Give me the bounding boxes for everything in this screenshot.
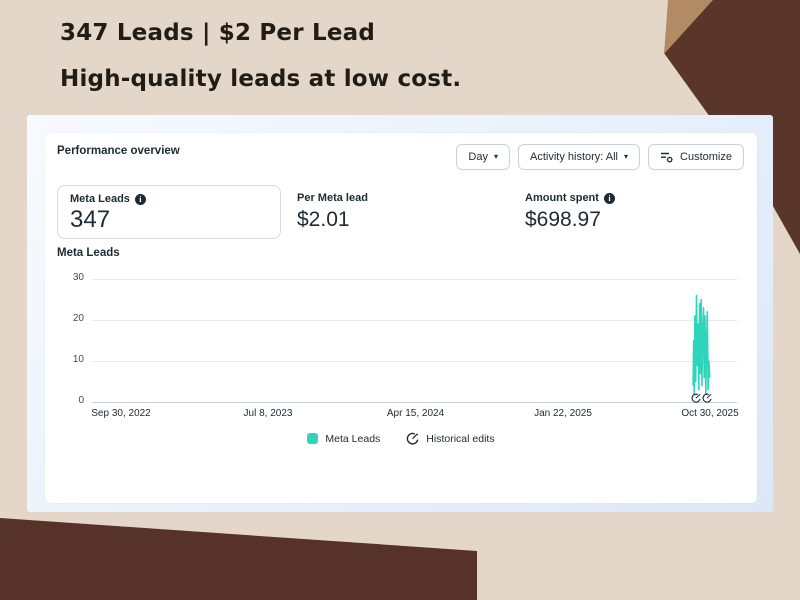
panel-controls: Day ▾ Activity history: All ▾ Customize [456,144,744,170]
legend-item-meta-leads[interactable]: Meta Leads [307,433,380,445]
settings-sliders-icon [661,152,673,163]
metric-meta-leads-value: 347 [70,206,111,233]
legend-meta-leads-label: Meta Leads [325,432,381,445]
x-tick: Sep 30, 2022 [91,408,151,419]
historical-edit-marker-icon[interactable] [691,393,701,403]
metric-meta-leads[interactable]: Meta Leads i 347 [57,185,281,239]
screenshot-frame: Performance overview Day ▾ Activity hist… [27,115,773,512]
y-tick: 30 [72,272,84,283]
x-tick: Apr 15, 2024 [386,408,445,419]
x-tick: Jan 22, 2025 [534,408,592,419]
bottom-left-brown-shape [0,518,477,600]
gridline-10 [92,361,737,362]
activity-history-dropdown[interactable]: Activity history: All ▾ [517,144,641,170]
info-icon[interactable]: i [603,192,615,204]
gridline-20 [92,320,737,321]
customize-button[interactable]: Customize [648,144,744,170]
chart-legend: Meta Leads Historical edits [57,432,745,445]
panel-title: Performance overview [57,145,180,157]
chart-title: Meta Leads [57,247,120,259]
metric-meta-leads-label: Meta Leads [70,193,130,205]
leads-series [692,294,711,395]
chevron-down-icon: ▾ [493,152,498,161]
hero-subheadline: High-quality leads at low cost. [60,66,462,92]
metric-amount-spent[interactable]: Amount spent i $698.97 [525,192,615,232]
metric-per-meta-lead-value: $2.01 [297,208,350,231]
y-tick: 10 [72,354,84,365]
info-icon[interactable]: i [134,193,146,205]
top-right-tan-shape [664,0,713,54]
activity-history-label: Activity history: All [529,151,619,163]
customize-label: Customize [680,151,732,163]
legend-item-historical-edits[interactable]: Historical edits [406,432,495,445]
leads-chart: 30 20 10 0 Sep 30, 2022 Jul 8, 2023 Apr … [57,261,745,453]
chevron-down-icon: ▾ [624,152,629,161]
y-tick: 0 [78,395,84,406]
y-tick: 20 [72,313,84,324]
performance-overview-panel: Performance overview Day ▾ Activity hist… [45,133,757,503]
meta-leads-swatch [307,433,319,444]
metrics-row: Meta Leads i 347 Per Meta lead $2.01 Amo… [57,185,745,241]
meta-leads-line [692,294,711,395]
hero-text-block: 347 Leads | $2 Per Lead High-quality lea… [60,20,461,92]
metric-per-meta-lead[interactable]: Per Meta lead $2.01 [297,192,368,232]
historical-edits-icon [407,432,419,445]
day-dropdown-label: Day [468,151,488,163]
metric-amount-spent-value: $698.97 [525,208,601,231]
day-dropdown[interactable]: Day ▾ [456,144,510,170]
x-tick: Oct 30, 2025 [681,408,739,419]
hero-headline: 347 Leads | $2 Per Lead [60,20,376,46]
gridline-30 [92,279,737,280]
legend-historical-edits-label: Historical edits [426,432,495,445]
historical-edit-marker-icon[interactable] [702,393,712,403]
x-tick: Jul 8, 2023 [243,408,293,419]
metric-amount-spent-label: Amount spent [525,192,599,204]
x-axis-line [92,402,737,403]
metric-per-meta-lead-label: Per Meta lead [297,192,368,204]
